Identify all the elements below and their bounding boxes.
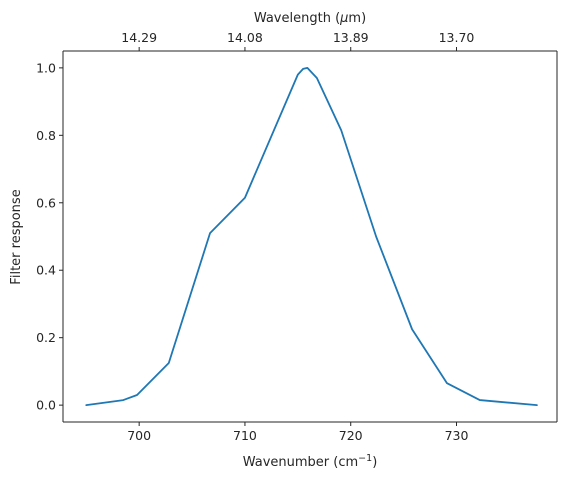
y-tick-label: 0.4 <box>36 263 56 278</box>
top-axis-label-text: Wavelength ( <box>254 11 340 26</box>
y-tick-label: 0.8 <box>36 128 56 143</box>
x-axis-label-close: ) <box>372 455 377 470</box>
top-axis-label-close: m) <box>348 11 366 26</box>
x-tick-label: 700 <box>127 428 151 443</box>
top-axis-label: Wavelength (μm) <box>254 11 366 26</box>
plot-frame <box>62 50 558 423</box>
top-tick-label: 13.70 <box>439 30 475 45</box>
y-axis-label: Filter response <box>9 189 24 284</box>
x-axis-ticks: 700 710 720 730 <box>127 422 468 443</box>
y-tick-label: 0.0 <box>36 398 56 413</box>
top-axis-label-mu: μ <box>339 11 348 26</box>
y-tick-label: 0.2 <box>36 330 56 345</box>
top-tick-label: 14.29 <box>121 30 157 45</box>
y-tick-label: 0.6 <box>36 195 56 210</box>
x-tick-label: 720 <box>339 428 363 443</box>
y-tick-label: 1.0 <box>36 60 56 75</box>
top-tick-label: 14.08 <box>227 30 263 45</box>
top-tick-label: 13.89 <box>333 30 369 45</box>
x-axis-label-superscript: −1 <box>358 453 372 464</box>
series-line <box>85 66 538 407</box>
top-axis-ticks: 14.29 14.08 13.89 13.70 <box>121 30 474 51</box>
x-tick-label: 710 <box>233 428 257 443</box>
x-axis-label-text: Wavenumber (cm <box>243 455 358 470</box>
x-axis-label: Wavenumber (cm−1) <box>243 453 378 470</box>
x-tick-label: 730 <box>445 428 469 443</box>
series-group <box>85 66 538 407</box>
y-axis-ticks: 0.0 0.2 0.4 0.6 0.8 1.0 <box>36 60 63 413</box>
